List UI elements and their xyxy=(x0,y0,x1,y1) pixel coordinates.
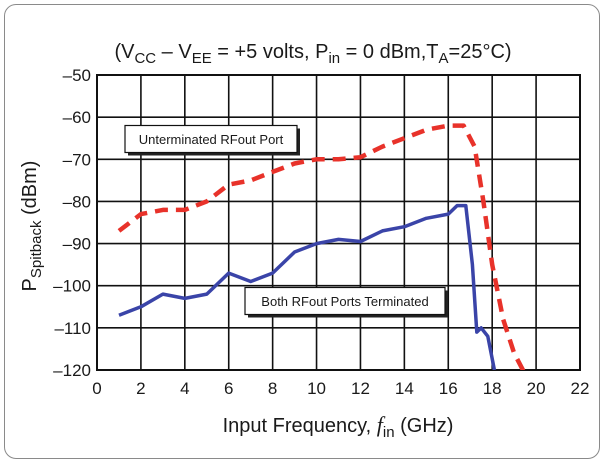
x-tick-label: 8 xyxy=(268,379,277,398)
x-tick-label: 20 xyxy=(527,379,546,398)
x-axis-label: Input Frequency, fin (GHz) xyxy=(223,412,454,441)
y-tick-label: –90 xyxy=(63,235,91,254)
y-axis-label: PSpitback (dBm) xyxy=(19,161,45,292)
x-tick-label: 2 xyxy=(136,379,145,398)
x-tick-label: 6 xyxy=(224,379,233,398)
series-unterminated-line xyxy=(117,123,526,370)
x-tick-label: 10 xyxy=(307,379,326,398)
plot-area-border xyxy=(96,74,581,371)
y-tick-label: –110 xyxy=(54,319,91,338)
y-tick-label: –100 xyxy=(53,277,91,296)
chart-title: (VCC – VEE = +5 volts, Pin = 0 dBm,TA=25… xyxy=(114,41,511,67)
series-terminated-line xyxy=(118,203,497,370)
y-tick-labels: –50 –60 –70 –80 –90 –100 –110 –120 xyxy=(53,66,91,380)
y-tick-label: –120 xyxy=(53,361,91,380)
annotation-terminated: Both RFout Ports Terminated xyxy=(244,286,448,318)
annotation-unterminated: Unterminated RFout Port xyxy=(124,124,300,156)
series-layer xyxy=(117,123,526,370)
x-tick-label: 14 xyxy=(395,379,414,398)
x-tick-label: 0 xyxy=(92,379,101,398)
x-tick-label: 18 xyxy=(483,379,502,398)
y-tick-label: –70 xyxy=(63,150,91,169)
x-tick-label: 16 xyxy=(439,379,458,398)
y-tick-label: –80 xyxy=(63,192,91,211)
svg-text:Both RFout Ports Terminated: Both RFout Ports Terminated xyxy=(261,294,428,309)
y-tick-label: –50 xyxy=(63,66,91,85)
x-tick-label: 4 xyxy=(180,379,189,398)
y-tick-label: –60 xyxy=(63,108,91,127)
x-tick-label: 12 xyxy=(351,379,370,398)
x-tick-labels: 0 2 4 6 8 10 12 14 16 18 20 22 xyxy=(92,379,589,398)
annotations: Unterminated RFout Port Both RFout Ports … xyxy=(124,124,448,318)
svg-text:Unterminated RFout Port: Unterminated RFout Port xyxy=(139,132,284,147)
figure-frame xyxy=(4,4,600,459)
x-tick-label: 22 xyxy=(571,379,590,398)
